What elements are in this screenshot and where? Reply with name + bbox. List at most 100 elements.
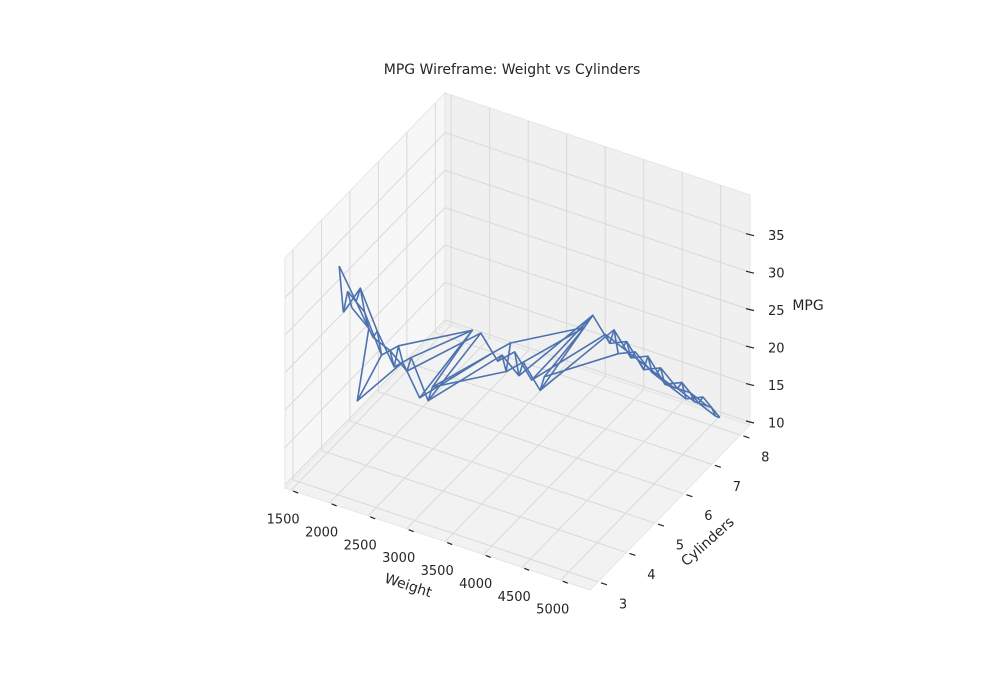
wire-column (497, 354, 503, 362)
wire-column (539, 376, 546, 391)
x-tick-label: 1500 (267, 513, 300, 528)
grid-line (378, 391, 684, 495)
z-tick (745, 308, 755, 312)
grid-line (483, 389, 645, 555)
grid-line (444, 282, 751, 386)
grid-line (284, 244, 446, 411)
grid-line (290, 324, 452, 491)
z-tick (745, 270, 755, 274)
wire-column (710, 406, 717, 417)
y-tick-label: 8 (761, 450, 769, 465)
wire-column (531, 314, 594, 381)
z-tick (745, 345, 755, 349)
wire-column (518, 361, 524, 377)
z-tick-label: 10 (768, 417, 785, 432)
x-tick (562, 580, 568, 584)
z-tick (745, 382, 755, 387)
y-tick-label: 3 (619, 597, 627, 612)
wire-column (522, 326, 585, 363)
x-tick-label: 2500 (344, 538, 377, 553)
wire-column (372, 330, 378, 338)
z-tick-label: 25 (768, 304, 785, 319)
wire-column (664, 383, 670, 387)
grid-line (284, 169, 446, 336)
z-tick-label: 35 (768, 229, 785, 244)
wire-column (397, 345, 404, 363)
wire-column (609, 329, 615, 344)
y-tick (600, 582, 608, 586)
grid-line (349, 420, 656, 524)
wire-column (681, 382, 687, 400)
wire-column (621, 341, 628, 349)
grid-line (284, 282, 446, 448)
wire-column (694, 400, 699, 404)
grid-line (444, 132, 751, 236)
wire-column (410, 329, 473, 359)
wire-column (638, 360, 645, 371)
wire-column (427, 386, 434, 401)
y-tick (743, 435, 750, 439)
z-tick-label: 20 (768, 342, 785, 357)
wire-column (356, 354, 383, 402)
wire-column (642, 355, 649, 370)
wire-column (689, 392, 696, 403)
wire-column (715, 415, 721, 419)
x-tick (408, 529, 414, 533)
wire-column (630, 351, 636, 359)
wire-column (505, 342, 512, 372)
y-tick-label: 6 (704, 509, 712, 524)
grid-line (444, 319, 751, 423)
x-tick (292, 490, 299, 494)
wire-column (359, 287, 366, 313)
x-tick (446, 542, 453, 546)
wire-column (655, 367, 662, 375)
wire-column (393, 345, 400, 368)
grid-line (329, 337, 491, 504)
wire-column (363, 311, 370, 329)
wire-column (419, 329, 473, 399)
grid-line (435, 332, 741, 436)
grid-line (560, 414, 722, 581)
x-tick (523, 567, 530, 571)
wire-column (676, 381, 683, 389)
z-tick-label: 15 (768, 379, 785, 394)
y-tick (686, 494, 693, 498)
x-tick (331, 503, 337, 507)
wire-column (706, 405, 712, 409)
wire-column (427, 332, 482, 402)
x-tick-label: 5000 (536, 603, 569, 618)
x-tick (369, 516, 376, 520)
z-tick (745, 233, 755, 237)
y-tick (657, 523, 665, 527)
wire-column (355, 287, 362, 302)
wire-column (513, 351, 520, 376)
y-tick (629, 552, 636, 556)
y-tick-label: 5 (676, 539, 684, 554)
z-axis-label: MPG (792, 298, 823, 314)
wire-column (406, 357, 412, 372)
z-tick (745, 420, 755, 424)
x-tick-label: 3500 (421, 564, 454, 579)
wire-column (376, 331, 383, 356)
y-tick-label: 7 (733, 480, 741, 495)
grid-line (444, 244, 751, 348)
wire-column (346, 291, 353, 308)
grid-line (444, 169, 751, 273)
z-tick-label: 30 (768, 267, 785, 282)
wire-column (647, 355, 653, 373)
grid-line (521, 401, 683, 568)
grid-line (444, 376, 606, 542)
grid-line (284, 132, 446, 299)
wire-row (338, 265, 708, 407)
wire-column (501, 354, 508, 372)
wire-row (351, 307, 721, 419)
wire-column (342, 291, 349, 313)
wire-column (338, 265, 345, 313)
wire-column (659, 367, 666, 385)
grid-line (284, 319, 446, 486)
y-tick-label: 4 (647, 568, 655, 583)
grid-line (406, 361, 713, 465)
x-tick-label: 4000 (459, 577, 492, 592)
